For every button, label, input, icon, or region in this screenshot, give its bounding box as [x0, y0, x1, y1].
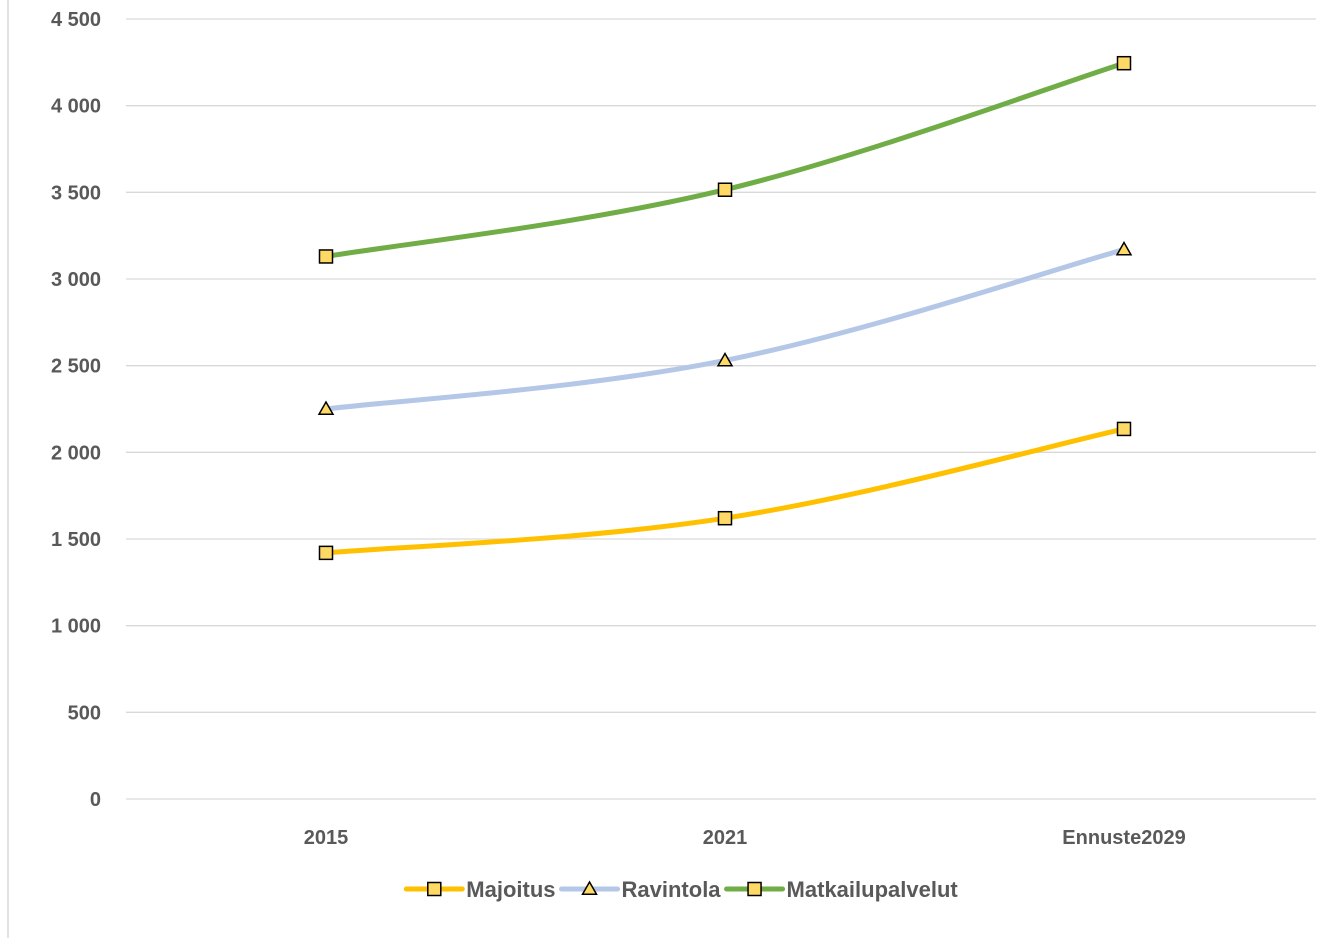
- legend-item-matkailupalvelut: Matkailupalvelut: [724, 877, 959, 902]
- y-tick-label: 2 000: [51, 442, 101, 464]
- series-group: [317, 55, 1133, 561]
- x-tick-label: 2015: [304, 827, 349, 849]
- gridlines: [126, 18, 1316, 800]
- data-point-matkailupalvelut: [1116, 55, 1132, 71]
- y-tick-label: 4 000: [51, 96, 101, 118]
- legend-marker-shape-ravintola: [581, 880, 598, 895]
- legend-marker-shape-majoitus: [427, 881, 442, 897]
- y-tick-label: 1 500: [51, 529, 101, 551]
- y-tick-label: 500: [68, 702, 101, 724]
- y-tick-label: 4 500: [51, 9, 101, 31]
- y-axis-tick-labels: 0 500 1 000 1 500 2 000 2 500 3 000 3 500 4 000 4…: [51, 9, 101, 811]
- series-matkailupalvelut: [318, 55, 1132, 264]
- legend-label-ravintola: Ravintola: [622, 877, 722, 902]
- data-point-ravintola: [1115, 241, 1133, 256]
- series-ravintola: [317, 241, 1133, 415]
- data-point-majoitus: [318, 545, 334, 561]
- legend-item-ravintola: Ravintola: [559, 877, 722, 902]
- legend-label-matkailupalvelut: Matkailupalvelut: [787, 877, 959, 902]
- series-line-ravintola: [323, 247, 1127, 412]
- data-point-matkailupalvelut: [717, 182, 733, 197]
- data-point-ravintola: [716, 351, 734, 367]
- data-point-matkailupalvelut: [318, 249, 334, 264]
- data-point-ravintola: [317, 400, 335, 415]
- legend-marker-ravintola: [581, 880, 598, 895]
- legend-item-majoitus: Majoitus: [403, 877, 556, 902]
- y-tick-label: 2 500: [51, 356, 101, 378]
- y-tick-label: 3 500: [51, 182, 101, 204]
- y-tick-label: 3 000: [51, 269, 101, 291]
- series-line-matkailupalvelut: [323, 60, 1127, 259]
- legend-marker-matkailupalvelut: [747, 881, 762, 897]
- legend-label-majoitus: Majoitus: [466, 877, 555, 902]
- y-tick-label: 0: [90, 789, 101, 811]
- data-point-majoitus: [1116, 421, 1132, 437]
- series-line-majoitus: [323, 426, 1127, 556]
- x-tick-label: 2021: [703, 827, 748, 849]
- legend: Majoitus Ravintola Matkailupalvelut: [403, 877, 959, 902]
- legend-marker-majoitus: [427, 881, 442, 897]
- x-tick-label: Ennuste2029: [1062, 827, 1185, 849]
- y-tick-label: 1 000: [51, 616, 101, 638]
- x-axis-tick-labels: 2015 2021 Ennuste2029: [304, 827, 1186, 849]
- data-point-majoitus: [717, 510, 733, 526]
- legend-marker-shape-matkailupalvelut: [747, 881, 762, 897]
- series-majoitus: [318, 421, 1132, 561]
